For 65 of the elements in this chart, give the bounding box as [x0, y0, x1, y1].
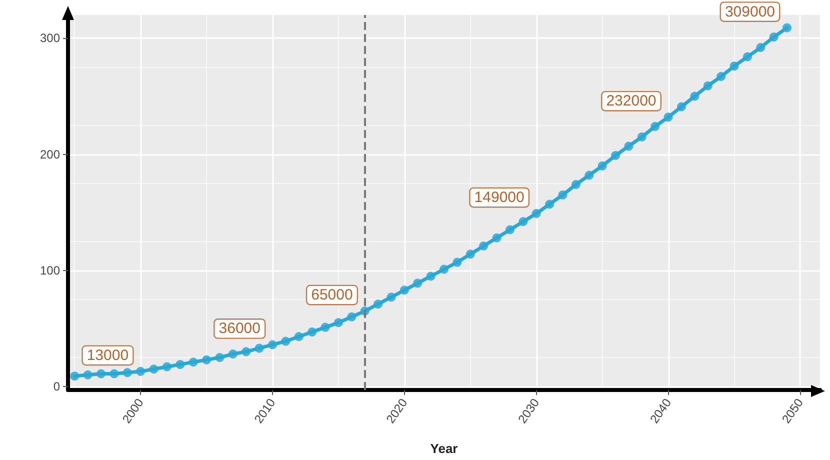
point	[690, 92, 700, 101]
annotation: 13000	[86, 346, 129, 364]
point	[400, 286, 409, 295]
point	[110, 369, 119, 378]
point	[122, 368, 132, 378]
point	[703, 81, 712, 90]
x-axis-title: Year	[430, 441, 458, 456]
point	[254, 344, 264, 353]
point	[162, 362, 172, 372]
point	[769, 32, 778, 42]
point	[426, 272, 436, 281]
point	[440, 264, 448, 274]
point	[492, 233, 502, 242]
point	[320, 322, 330, 332]
point	[518, 217, 528, 226]
annotation: 36000	[218, 320, 260, 338]
point	[334, 318, 343, 328]
point	[83, 370, 92, 380]
point	[730, 62, 739, 71]
point	[637, 132, 646, 142]
point	[505, 225, 514, 234]
point	[136, 366, 146, 376]
point	[558, 190, 568, 200]
point	[374, 300, 383, 309]
point	[479, 242, 488, 251]
point	[611, 150, 620, 160]
point	[308, 327, 317, 336]
point	[386, 292, 396, 302]
point	[294, 332, 304, 342]
point	[598, 161, 607, 170]
point	[228, 350, 238, 359]
point	[176, 360, 185, 369]
point	[650, 122, 660, 131]
point	[452, 258, 462, 267]
point	[413, 278, 422, 288]
point	[664, 112, 673, 122]
point	[242, 347, 251, 356]
point	[268, 340, 277, 350]
point	[571, 180, 580, 189]
point	[347, 312, 356, 322]
point	[716, 72, 726, 82]
point	[70, 372, 80, 381]
annotation: 65000	[311, 286, 353, 304]
point	[545, 200, 554, 209]
point	[466, 250, 475, 259]
y-tick-label: 0	[53, 380, 60, 394]
point	[584, 170, 594, 180]
point	[281, 336, 290, 346]
point	[188, 358, 198, 367]
y-tick-label: 300	[40, 31, 60, 46]
point	[532, 209, 541, 218]
point	[96, 369, 106, 378]
annotation: 309000	[724, 3, 776, 20]
point	[742, 52, 752, 62]
annotation: 149000	[474, 189, 524, 206]
point	[202, 355, 212, 364]
point	[149, 364, 158, 374]
point	[782, 23, 792, 32]
point	[756, 43, 766, 52]
y-tick-label: 100	[40, 263, 60, 278]
point	[676, 102, 686, 112]
point	[624, 142, 634, 151]
point	[215, 352, 224, 362]
y-tick-label: 200	[40, 147, 60, 162]
annotation: 232000	[606, 92, 656, 110]
